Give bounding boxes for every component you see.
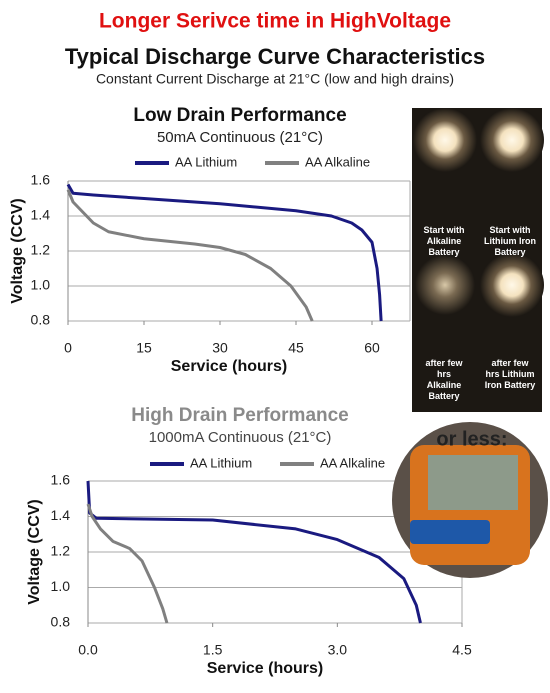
photo-label: after few hrs Alkaline Battery	[425, 358, 463, 401]
series-line	[66, 189, 314, 322]
meter-photo: or less:	[392, 422, 548, 578]
meter-text: or less:	[436, 428, 507, 450]
photo-label: Start with Alkaline Battery	[423, 225, 465, 257]
photo-panel: Start with Alkaline Battery Start with L…	[412, 108, 544, 412]
y-axis-label: Voltage (CCV)	[26, 499, 43, 604]
photo-label: after few hrs Lithium Iron Battery	[484, 358, 536, 390]
x-tick-label: 1.5	[203, 642, 223, 658]
photo-label: after few hrs Alkaline Battery	[425, 358, 463, 401]
x-tick-label: 0	[64, 340, 72, 356]
y-tick-label: 1.4	[51, 507, 71, 523]
photo-label: Start with Lithium Iron Battery	[484, 225, 536, 257]
bulb	[480, 253, 544, 317]
bulb	[413, 108, 477, 172]
photo-label: Start with Alkaline Battery	[423, 225, 465, 257]
x-tick-label: 15	[136, 340, 152, 356]
y-tick-label: 1.4	[31, 207, 51, 223]
x-tick-label: 0.0	[78, 642, 98, 658]
photo-label: Start with Lithium Iron Battery	[484, 225, 536, 257]
bulb	[480, 108, 544, 172]
chart-title: High Drain Performance	[131, 405, 349, 426]
y-tick-label: 1.2	[31, 242, 51, 258]
legend-label: AA Alkaline	[320, 455, 385, 470]
y-tick-label: 0.8	[51, 614, 71, 630]
legend-label: AA Lithium	[190, 455, 252, 470]
subheading: Constant Current Discharge at 21°C (low …	[96, 71, 454, 87]
legend-label: AA Alkaline	[305, 154, 370, 169]
charts: Low Drain Performance 50mA Continuous (21…	[9, 105, 472, 677]
chart-subtitle: 50mA Continuous (21°C)	[157, 129, 323, 146]
battery	[410, 520, 490, 544]
meter-screen	[428, 455, 518, 510]
x-tick-label: 30	[212, 340, 228, 356]
series-line	[66, 183, 383, 322]
chart-title: Low Drain Performance	[133, 105, 346, 126]
x-tick-label: 4.5	[452, 642, 472, 658]
x-tick-label: 45	[288, 340, 304, 356]
x-tick-label: 60	[364, 340, 380, 356]
chart-subtitle: 1000mA Continuous (21°C)	[149, 429, 332, 446]
y-axis-label: Voltage (CCV)	[9, 198, 26, 303]
page-title: Longer Serivce time in HighVoltage	[99, 10, 451, 33]
x-tick-label: 3.0	[328, 642, 348, 658]
heading: Typical Discharge Curve Characteristics	[65, 44, 485, 69]
y-tick-label: 1.0	[51, 578, 71, 594]
y-tick-label: 1.6	[51, 472, 71, 488]
y-tick-label: 1.2	[51, 543, 71, 559]
bulb	[415, 255, 475, 315]
y-tick-label: 0.8	[31, 312, 51, 328]
series-line	[86, 503, 169, 624]
legend-label: AA Lithium	[175, 154, 237, 169]
y-tick-label: 1.6	[31, 172, 51, 188]
y-tick-label: 1.0	[31, 277, 51, 293]
photo-label: after few hrs Lithium Iron Battery	[484, 358, 536, 390]
x-axis-label: Service (hours)	[207, 660, 323, 677]
x-axis-label: Service (hours)	[171, 358, 287, 375]
